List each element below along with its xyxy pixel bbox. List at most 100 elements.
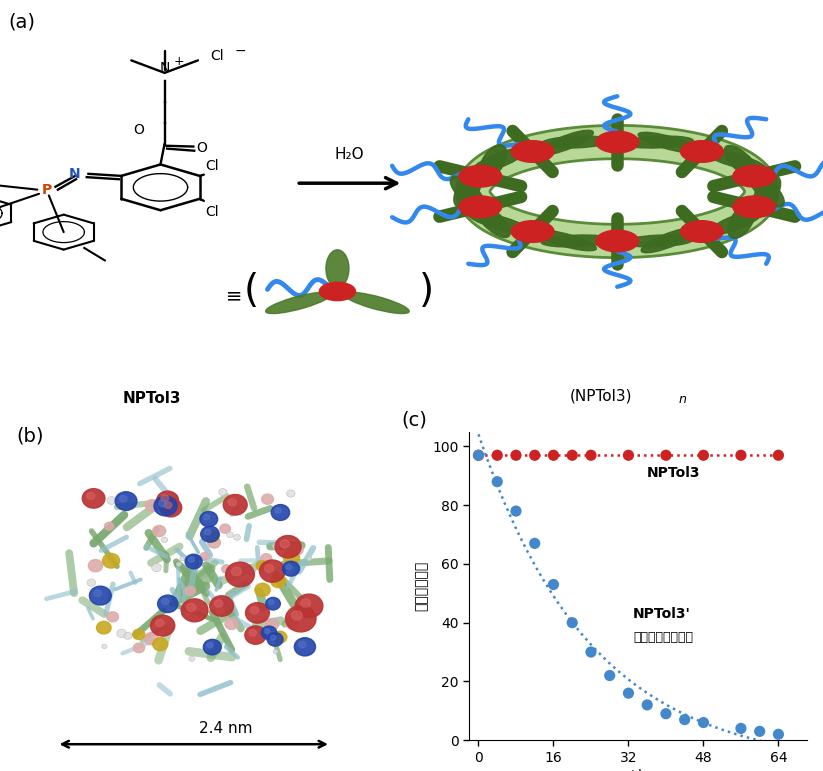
Circle shape bbox=[511, 221, 554, 242]
Circle shape bbox=[165, 502, 172, 508]
Ellipse shape bbox=[704, 150, 765, 170]
Point bbox=[697, 449, 710, 461]
Point bbox=[491, 449, 504, 461]
Circle shape bbox=[295, 638, 315, 656]
Circle shape bbox=[188, 656, 195, 662]
Point bbox=[509, 449, 523, 461]
Text: H₂O: H₂O bbox=[335, 147, 365, 163]
Point bbox=[472, 449, 485, 461]
Ellipse shape bbox=[535, 230, 597, 251]
Circle shape bbox=[265, 618, 279, 630]
Circle shape bbox=[459, 166, 502, 187]
Circle shape bbox=[219, 489, 227, 496]
Point bbox=[772, 449, 785, 461]
Ellipse shape bbox=[476, 204, 510, 237]
Circle shape bbox=[272, 504, 290, 520]
Circle shape bbox=[102, 644, 107, 648]
Circle shape bbox=[151, 615, 174, 636]
Text: N: N bbox=[68, 167, 80, 181]
Circle shape bbox=[267, 632, 283, 646]
Circle shape bbox=[732, 196, 775, 217]
Circle shape bbox=[153, 638, 168, 651]
Circle shape bbox=[82, 489, 105, 508]
Text: ≡: ≡ bbox=[226, 286, 243, 305]
Ellipse shape bbox=[753, 175, 781, 210]
Circle shape bbox=[159, 500, 166, 507]
Point bbox=[546, 449, 560, 461]
Point bbox=[659, 708, 672, 720]
Circle shape bbox=[291, 544, 303, 555]
Circle shape bbox=[273, 631, 287, 643]
Circle shape bbox=[286, 618, 298, 629]
Point bbox=[622, 687, 635, 699]
Point bbox=[546, 578, 560, 591]
Text: NPTol3': NPTol3' bbox=[633, 607, 691, 621]
Point bbox=[565, 617, 579, 629]
Circle shape bbox=[246, 567, 255, 575]
Ellipse shape bbox=[266, 292, 331, 314]
Circle shape bbox=[268, 600, 274, 604]
Circle shape bbox=[681, 221, 723, 242]
Circle shape bbox=[153, 525, 165, 537]
Point bbox=[528, 537, 542, 550]
Circle shape bbox=[256, 561, 267, 571]
Text: n: n bbox=[679, 393, 687, 406]
Text: (NPTol3): (NPTol3) bbox=[570, 389, 632, 404]
Circle shape bbox=[286, 490, 295, 497]
Ellipse shape bbox=[728, 204, 756, 238]
Ellipse shape bbox=[708, 210, 763, 235]
Circle shape bbox=[299, 641, 306, 648]
Point bbox=[528, 449, 542, 461]
Circle shape bbox=[281, 540, 290, 548]
Circle shape bbox=[681, 140, 723, 163]
Circle shape bbox=[210, 596, 234, 616]
Circle shape bbox=[151, 564, 161, 572]
Point bbox=[659, 449, 672, 461]
Circle shape bbox=[123, 494, 132, 502]
Circle shape bbox=[86, 493, 95, 500]
Point bbox=[622, 449, 635, 461]
Circle shape bbox=[275, 536, 301, 558]
Circle shape bbox=[459, 196, 502, 217]
Ellipse shape bbox=[542, 235, 611, 247]
Circle shape bbox=[283, 550, 300, 564]
Circle shape bbox=[295, 611, 302, 617]
Y-axis label: 残存率（％）: 残存率（％） bbox=[414, 561, 428, 611]
Point bbox=[509, 505, 523, 517]
Circle shape bbox=[161, 495, 169, 501]
Circle shape bbox=[154, 496, 177, 516]
Circle shape bbox=[133, 643, 145, 653]
Text: Cl: Cl bbox=[206, 159, 219, 173]
Circle shape bbox=[160, 498, 182, 517]
Text: −: − bbox=[235, 44, 246, 58]
Circle shape bbox=[161, 537, 168, 543]
Ellipse shape bbox=[450, 176, 485, 209]
Ellipse shape bbox=[624, 136, 693, 148]
Circle shape bbox=[117, 629, 127, 638]
Circle shape bbox=[291, 611, 302, 620]
Circle shape bbox=[282, 561, 300, 576]
Circle shape bbox=[245, 603, 269, 623]
Circle shape bbox=[300, 599, 310, 607]
Text: （クロロ基無し）: （クロロ基無し） bbox=[633, 631, 693, 644]
Circle shape bbox=[105, 522, 114, 530]
Circle shape bbox=[200, 553, 209, 561]
Circle shape bbox=[259, 560, 286, 582]
Ellipse shape bbox=[344, 292, 409, 314]
Circle shape bbox=[203, 514, 210, 520]
Text: NPTol3: NPTol3 bbox=[123, 391, 182, 406]
Text: (c): (c) bbox=[402, 410, 427, 429]
Point bbox=[491, 476, 504, 488]
Circle shape bbox=[286, 564, 292, 570]
Point bbox=[772, 728, 785, 740]
Text: O: O bbox=[196, 141, 207, 155]
Point bbox=[584, 646, 597, 658]
Circle shape bbox=[319, 282, 356, 301]
Circle shape bbox=[261, 554, 272, 564]
Circle shape bbox=[265, 564, 274, 572]
Point bbox=[565, 449, 579, 461]
Circle shape bbox=[181, 599, 208, 622]
Circle shape bbox=[201, 526, 219, 542]
Ellipse shape bbox=[724, 146, 759, 178]
Circle shape bbox=[180, 557, 185, 561]
